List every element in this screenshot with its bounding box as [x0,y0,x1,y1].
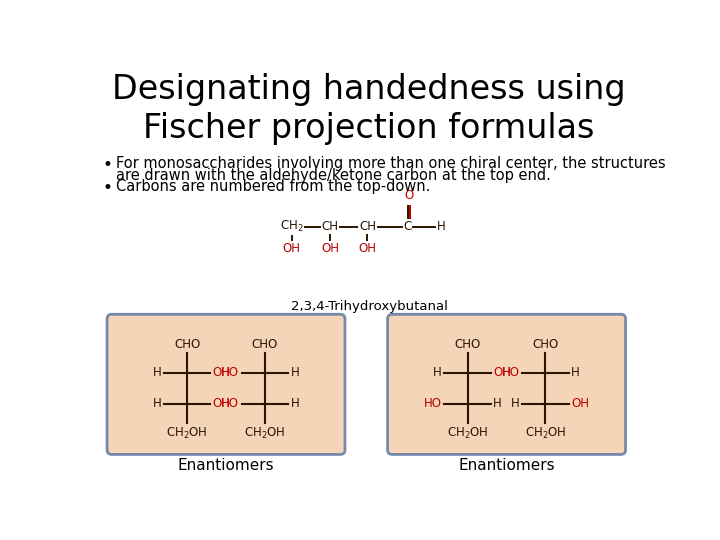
FancyBboxPatch shape [107,314,345,455]
Text: CH$_2$: CH$_2$ [279,219,303,234]
Text: CHO: CHO [252,338,278,351]
Text: OH: OH [282,242,300,255]
Text: H: H [290,366,300,379]
Text: OH: OH [321,242,339,255]
Text: are drawn with the aldehyde/ketone carbon at the top end.: are drawn with the aldehyde/ketone carbo… [117,168,552,183]
Text: HO: HO [221,397,239,410]
Text: Designating handedness using
Fischer projection formulas: Designating handedness using Fischer pro… [112,72,626,145]
Text: CH$_2$OH: CH$_2$OH [166,426,208,441]
Text: 2,3,4-Trihydroxybutanal: 2,3,4-Trihydroxybutanal [291,300,447,313]
Text: H: H [437,220,446,233]
FancyBboxPatch shape [387,314,626,455]
Text: OH: OH [493,366,511,379]
Text: •: • [102,179,112,197]
Text: CH$_2$OH: CH$_2$OH [447,426,488,441]
Text: CH: CH [359,220,376,233]
Text: OH: OH [212,366,230,379]
Text: HO: HO [221,366,239,379]
Text: Enantiomers: Enantiomers [178,457,274,472]
Text: C: C [404,220,412,233]
Text: H: H [571,366,580,379]
Text: HO: HO [424,397,442,410]
Text: CHO: CHO [174,338,200,351]
Text: CHO: CHO [532,338,559,351]
Text: CH: CH [322,220,338,233]
Text: CH$_2$OH: CH$_2$OH [244,426,286,441]
Text: H: H [153,366,161,379]
Text: H: H [493,397,502,410]
Text: O: O [404,189,413,202]
Text: H: H [290,397,300,410]
Text: H: H [511,397,520,410]
Text: For monosaccharides involving more than one chiral center, the structures: For monosaccharides involving more than … [117,156,666,171]
Text: OH: OH [571,397,589,410]
Text: H: H [153,397,161,410]
Text: •: • [102,156,112,174]
Text: CHO: CHO [454,338,481,351]
Text: Enantiomers: Enantiomers [458,457,555,472]
Text: Carbons are numbered from the top-down.: Carbons are numbered from the top-down. [117,179,431,194]
Text: OH: OH [212,397,230,410]
Text: OH: OH [359,242,377,255]
Text: H: H [433,366,442,379]
Text: HO: HO [502,366,520,379]
Text: CH$_2$OH: CH$_2$OH [525,426,566,441]
